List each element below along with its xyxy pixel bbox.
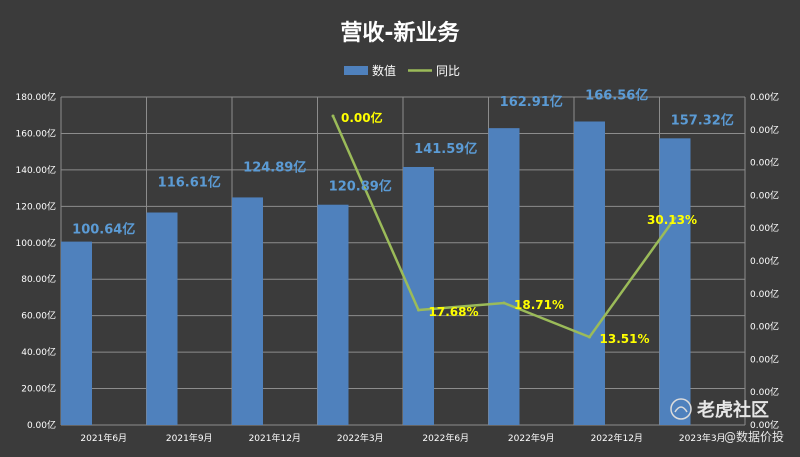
bar: [317, 204, 349, 425]
bar-value-label: 124.89亿: [243, 159, 306, 175]
y-axis-right: 0.00亿 0.00亿 0.00亿 0.00亿 0.00亿 0.00亿 0.00亿 0.00亿…: [750, 91, 779, 431]
x-tick-label: 2021年6月: [80, 432, 127, 444]
x-tick-label: 2022年9月: [508, 432, 555, 444]
watermark-brand: 老虎社区: [697, 399, 769, 421]
y-tick-label: 60.00亿: [21, 310, 56, 322]
bar-value-label: 100.64亿: [72, 222, 135, 238]
bar-value-label: 141.59亿: [414, 141, 477, 157]
x-tick-label: 2021年9月: [166, 432, 213, 444]
y-tick-label: 120.00亿: [16, 200, 57, 212]
bar: [146, 212, 178, 425]
bars: [61, 121, 691, 426]
yoy-point: [588, 335, 591, 339]
chart-title: 营收-新业务: [340, 20, 460, 46]
yoy-point: [417, 308, 420, 312]
x-axis: 2021年6月 2021年9月 2021年12月 2022年3月 2022年6月 2022…: [80, 432, 725, 444]
yoy-value-label: 30.13%: [647, 213, 697, 227]
bar-value-label: 162.91亿: [500, 94, 563, 110]
y2-tick-label: 0.00亿: [750, 386, 779, 398]
x-tick-label: 2023年3月: [679, 432, 726, 444]
y-axis-left: 0.00亿 20.00亿 40.00亿 60.00亿 80.00亿 100.00亿 120.…: [16, 91, 57, 431]
y2-tick-label: 0.00亿: [750, 222, 779, 234]
bar: [659, 138, 691, 425]
y2-tick-label: 0.00亿: [750, 91, 779, 103]
bar-value-label: 166.56亿: [585, 87, 648, 103]
y2-tick-label: 0.00亿: [750, 288, 779, 300]
bar-value-label: 120.89亿: [329, 179, 392, 195]
y-tick-label: 20.00亿: [21, 383, 56, 395]
y-tick-label: 80.00亿: [21, 273, 56, 285]
y2-tick-label: 0.00亿: [750, 157, 779, 169]
y-tick-label: 180.00亿: [16, 91, 57, 103]
tiger-logo-icon: [670, 398, 692, 420]
y-tick-label: 0.00亿: [27, 419, 56, 431]
watermark: 老虎社区 @数据价投: [670, 398, 784, 444]
yoy-value-label: 13.51%: [600, 332, 650, 346]
y-tick-label: 140.00亿: [16, 164, 57, 176]
legend-label-line: 同比: [436, 64, 460, 78]
bar-value-label: 116.61亿: [158, 175, 221, 191]
bar: [61, 241, 92, 425]
yoy-value-label: 18.71%: [514, 298, 564, 312]
y2-tick-label: 0.00亿: [750, 255, 779, 267]
legend-swatch-bar: [344, 66, 368, 75]
y2-tick-label: 0.00亿: [750, 419, 779, 431]
bar-labels: 100.64亿 116.61亿 124.89亿 120.89亿 141.59亿 162.9…: [72, 87, 734, 237]
bar: [403, 166, 434, 425]
y-tick-label: 100.00亿: [16, 237, 57, 249]
yoy-point: [502, 301, 506, 305]
y2-tick-label: 0.00亿: [750, 321, 779, 333]
yoy-value-label: 0.00亿: [341, 110, 383, 125]
tiger-logo-stripe: [674, 406, 688, 413]
legend: 数值 同比: [344, 63, 460, 78]
x-tick-label: 2021年12月: [249, 432, 301, 444]
yoy-point: [331, 114, 335, 118]
bar: [574, 121, 605, 426]
y2-tick-label: 0.00亿: [750, 353, 779, 365]
y-tick-label: 160.00亿: [16, 127, 57, 139]
x-tick-label: 2022年12月: [591, 432, 643, 444]
line-labels: 0.00亿 17.68% 18.71% 13.51% 30.13%: [341, 110, 697, 346]
x-tick-label: 2022年3月: [337, 432, 384, 444]
y2-tick-label: 0.00亿: [750, 124, 779, 136]
yoy-point: [673, 216, 677, 220]
watermark-sub: @数据价投: [724, 429, 784, 444]
yoy-line: [331, 114, 677, 339]
bar: [488, 128, 520, 425]
y2-tick-label: 0.00亿: [750, 189, 779, 201]
x-tick-label: 2022年6月: [422, 432, 469, 444]
bar-value-label: 157.32亿: [671, 112, 734, 128]
legend-label-bar: 数值: [372, 63, 396, 78]
y-tick-label: 40.00亿: [21, 346, 56, 358]
bar: [232, 197, 263, 425]
yoy-value-label: 17.68%: [429, 305, 479, 319]
